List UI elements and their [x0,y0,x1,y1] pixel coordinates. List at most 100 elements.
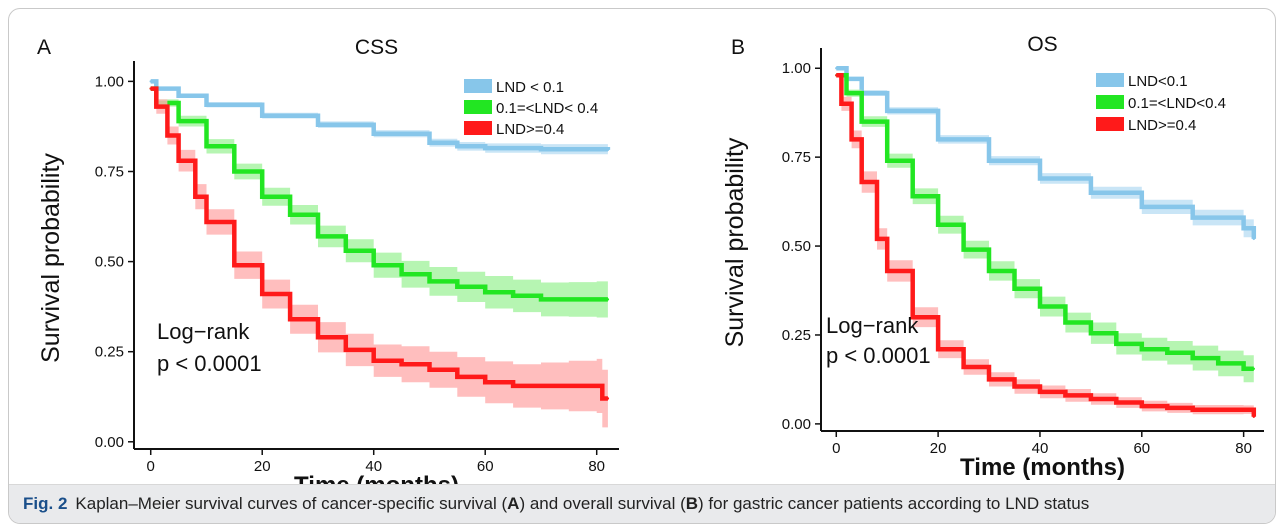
data-point [1038,305,1042,308]
x-tick-label: 20 [930,440,947,457]
data-point [177,159,180,162]
data-point [1191,356,1194,360]
legend-label: LND>=0.4 [1128,117,1196,134]
data-point [316,235,320,238]
data-point [936,223,940,226]
data-point [261,114,264,117]
caption-bar: Fig. 2 Kaplan–Meier survival curves of ca… [9,484,1275,523]
annotation-text: Log−rank [826,313,919,338]
figure-label: Fig. 2 [23,494,68,513]
y-tick-label: 0.75 [782,149,811,166]
data-point [344,249,347,252]
y-tick-label: 0.50 [95,254,124,271]
x-tick-label: 0 [147,458,155,475]
data-point [484,381,487,384]
chart-title: OS [1027,33,1057,56]
x-tick-label: 0 [832,440,840,457]
x-tick-label: 80 [1235,440,1252,457]
data-point [1140,404,1144,408]
data-point [962,248,965,251]
legend-label: LND>=0.4 [496,121,564,138]
data-point [962,365,965,369]
series-low [835,65,1257,249]
y-tick-label: 1.00 [782,60,811,77]
data-point [539,384,543,388]
legend: LND<0.1 0.1=<LND<0.4 LND>=0.4 [1096,73,1226,134]
data-point [288,213,292,216]
data-point [400,273,403,276]
data-point [484,291,487,294]
y-tick-label: 0.25 [95,344,124,361]
figure-frame: A CSS Survival probability Time (months) 0.0… [8,8,1276,524]
data-point [1115,342,1118,346]
annotation-text: Log−rank [157,319,250,344]
data-point [484,146,487,150]
data-point [344,348,347,352]
data-point [1013,385,1016,388]
legend-swatch [464,100,492,114]
legend-swatch [1096,73,1124,87]
caption-text-3: ) for gastric cancer patients according … [698,494,1090,513]
data-point [166,134,169,137]
data-point [428,141,431,144]
panel-label: A [37,36,51,59]
legend-label: 0.1=<LND< 0.4 [496,100,598,117]
data-point [400,363,403,366]
data-point [911,316,914,319]
figure-canvas: A CSS Survival probability Time (months) 0.0… [37,33,1264,499]
caption-text-2: ) and overall survival ( [519,494,686,513]
survival-curve [836,73,1254,372]
x-axis-label: Time (months) [960,454,1125,481]
y-axis-label: Survival probability [721,137,749,347]
data-point [1064,394,1067,397]
data-point [316,336,320,339]
data-point [860,180,863,184]
data-point [835,74,838,77]
legend-label: LND < 0.1 [496,79,564,96]
data-point [595,384,598,388]
data-point [428,280,431,283]
data-point [1252,415,1256,418]
series-high [149,86,610,428]
data-point [1064,321,1067,324]
data-point [372,359,375,362]
data-point [1089,397,1093,401]
data-point [511,384,515,388]
data-point [205,220,208,224]
legend-swatch [1096,95,1124,109]
caption-text-1: Kaplan–Meier survival curves of cancer-s… [75,494,508,513]
data-point [606,397,610,400]
ci-band [150,88,608,318]
data-point [606,148,610,152]
data-point [1217,408,1220,411]
data-point [372,264,375,267]
data-point [177,119,180,123]
data-point [149,80,152,83]
data-point [567,298,570,301]
data-point [886,159,889,162]
legend-swatch [464,79,492,93]
data-point [845,91,848,95]
data-point [886,109,889,113]
data-point [835,67,838,70]
x-tick-label: 40 [1032,440,1049,457]
ci-band [836,75,1254,383]
data-point [1191,408,1194,411]
data-point [261,292,264,296]
y-tick-label: 0.00 [782,416,811,433]
y-tick-label: 1.00 [95,73,124,90]
data-point [456,375,459,379]
legend-label: LND<0.1 [1128,73,1188,90]
series-low [149,79,611,156]
data-point [1140,348,1144,351]
data-point [987,378,991,381]
data-point [456,285,459,288]
data-point [233,170,236,173]
y-axis-label: Survival probability [37,153,65,363]
data-point [850,138,853,141]
data-point [205,103,208,107]
caption-ref-b: B [685,494,699,513]
survival-curve [150,79,611,152]
data-point [205,145,208,148]
